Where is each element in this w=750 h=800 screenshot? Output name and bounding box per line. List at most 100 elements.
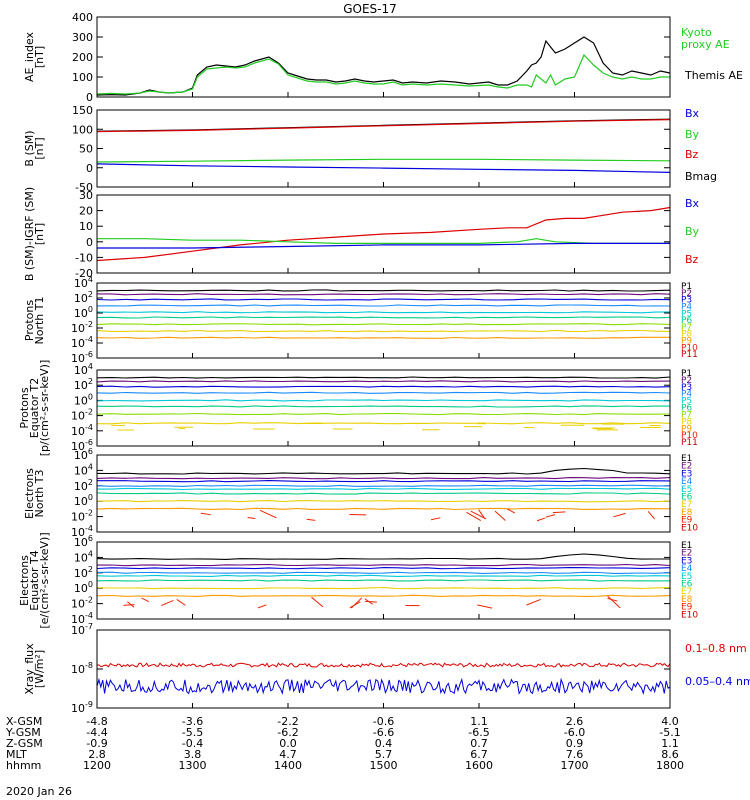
channel-line (96, 376, 671, 379)
legend-entry: Bz (685, 253, 699, 266)
y-tick-label: 10-7 (71, 622, 93, 637)
channel-label: P11 (681, 350, 698, 360)
channel-line (96, 329, 671, 333)
channel-line (97, 480, 671, 483)
x-tick-label: -2.2 (277, 715, 298, 728)
channel-line (97, 293, 671, 296)
x-tick-label: -4.8 (86, 715, 107, 728)
channel-label: P9 (681, 337, 692, 347)
x-tick-label: 4.0 (661, 715, 679, 728)
series-line (96, 53, 670, 95)
channel-label: E6 (681, 493, 693, 503)
channel-line (96, 571, 671, 574)
channel-segment (311, 596, 324, 608)
y-tick-label: 10-2 (71, 408, 93, 423)
y-tick-label: 300 (72, 31, 93, 44)
legend-entry: proxy AE (681, 38, 730, 51)
x-tick-label: 0.9 (566, 737, 584, 750)
channel-label: P11 (681, 438, 698, 448)
panel-xray: 10-7 10-8 10-9 Xray_flux[W/m²] 0.1–0.8 nm 0.0… (23, 622, 750, 715)
channel-label: E2 (681, 549, 692, 559)
channel-label: P2 (681, 376, 692, 386)
channel-line (96, 563, 671, 567)
channel-line (96, 336, 670, 339)
channel-segment (364, 600, 377, 603)
y-tick-label: -50 (75, 181, 93, 194)
channel-line (96, 380, 671, 383)
legend-entry: Themis AE (684, 69, 743, 82)
channel-label: E3 (681, 469, 692, 479)
panel-frame (96, 109, 671, 188)
panel-frame (96, 541, 671, 620)
x-tick-label: 1.1 (661, 737, 679, 750)
channel-line (97, 487, 671, 491)
channel-line (96, 579, 671, 582)
y-tick-label: -10 (75, 251, 93, 264)
channel-label: E3 (681, 556, 692, 566)
channel-label: P8 (681, 330, 692, 340)
x-row-label: X-GSM (6, 715, 42, 728)
channel-label: P6 (681, 404, 692, 414)
y-axis-label: Xray_flux[W/m²] (23, 643, 46, 695)
y-tick-label: 50 (79, 143, 93, 156)
channel-label: E10 (681, 610, 698, 620)
y-tick-label: -20 (75, 267, 93, 280)
series-line (96, 36, 671, 96)
channel-segment (123, 604, 135, 606)
channel-segment (613, 512, 626, 518)
x-tick-label: 6.7 (470, 748, 488, 761)
channel-line (96, 399, 671, 402)
channel-label: P5 (681, 397, 692, 407)
channel-label: P8 (681, 417, 692, 427)
y-tick-label: 0 (86, 162, 93, 175)
x-tick-label: -0.6 (373, 715, 394, 728)
x-tick-label: -6.0 (564, 726, 585, 739)
y-tick-label: 10-4 (71, 423, 93, 438)
channel-label: P3 (681, 383, 692, 393)
legend-entry: Bmag (685, 170, 717, 183)
channel-label: P10 (681, 343, 698, 353)
x-tick-label: 3.8 (184, 748, 202, 761)
y-tick-label: 100 (74, 392, 93, 407)
channel-line (96, 467, 671, 475)
legend-entry: 0.1–0.8 nm (685, 642, 747, 655)
y-axis-label: ProtonsNorth T1 (23, 297, 46, 345)
y-axis-label: ElectronsEquator T4[e/(cm²-s-sr-keV)] (18, 532, 51, 628)
channel-line (96, 391, 671, 394)
channel-segment (257, 604, 267, 609)
x-tick-label: 1700 (561, 759, 589, 772)
panel-frame (96, 369, 671, 447)
y-tick-label: 10-8 (71, 661, 93, 676)
panel-frame (96, 194, 671, 274)
y-tick-label: 150 (72, 104, 93, 117)
series-line (96, 158, 671, 163)
panel-frame (96, 629, 671, 709)
channel-line (96, 574, 671, 577)
channel-label: P1 (681, 369, 692, 379)
y-tick-label: 102 (74, 290, 93, 305)
x-tick-label: -0.4 (182, 737, 203, 750)
channel-label: P9 (681, 424, 692, 434)
y-tick-label: 104 (74, 549, 93, 564)
channel-label: E9 (681, 603, 693, 613)
channel-label: E1 (681, 541, 692, 551)
channel-label: E5 (681, 485, 692, 495)
plot-title: GOES-17 (343, 2, 397, 16)
series-line (96, 119, 671, 133)
channel-line (96, 422, 671, 425)
y-tick-label: 0 (86, 236, 93, 249)
channel-line (96, 500, 671, 503)
x-tick-label: 0.0 (279, 737, 297, 750)
y-tick-label: 100 (72, 71, 93, 84)
legend-entry: 0.05–0.4 nm (685, 675, 750, 688)
channel-label: E4 (681, 477, 693, 487)
channel-label: E7 (681, 587, 692, 597)
channel-segment (552, 511, 566, 514)
y-tick-label: 100 (74, 305, 93, 320)
channel-line (96, 507, 671, 511)
channel-line (96, 304, 671, 307)
channel-segment (200, 512, 211, 516)
